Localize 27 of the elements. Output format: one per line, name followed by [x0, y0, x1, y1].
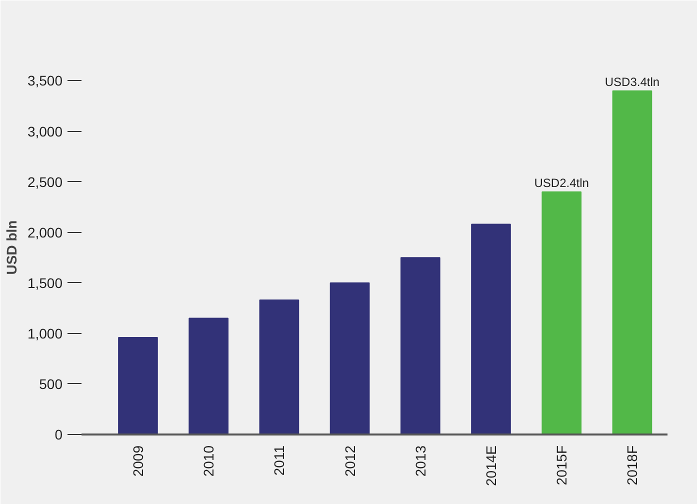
bar: [188, 318, 228, 434]
bar: [612, 90, 652, 434]
y-tick-label: 0: [54, 426, 63, 442]
y-tick-label: 3,500: [27, 72, 63, 89]
x-tick-label: 2015F: [554, 445, 570, 486]
bar: [330, 282, 370, 434]
x-tick-label: 2010: [200, 445, 217, 477]
y-tick-label: 2,500: [27, 174, 63, 190]
bar: [471, 224, 511, 434]
bar: [400, 257, 440, 434]
x-tick-label: 2013: [412, 445, 428, 477]
x-tick-label: 2009: [130, 445, 146, 477]
data-label: USD3.4tln: [604, 74, 660, 89]
bar: [542, 191, 582, 434]
bar: [259, 300, 300, 434]
y-tick-label: 1,500: [27, 274, 63, 291]
y-axis-title: USD bln: [3, 220, 20, 275]
x-tick-label: 2011: [271, 445, 288, 476]
x-tick-label: 2018F: [624, 445, 640, 486]
y-tick-label: 1,000: [27, 325, 63, 342]
y-tick-label: 2,000: [27, 224, 63, 240]
data-label: USD2.4tln: [534, 176, 589, 190]
x-tick-label: 2014E: [482, 446, 499, 486]
y-tick-label: 3,000: [27, 123, 63, 140]
bar: [118, 336, 158, 434]
y-tick-label: 500: [39, 376, 63, 392]
x-tick-label: 2012: [342, 445, 358, 477]
